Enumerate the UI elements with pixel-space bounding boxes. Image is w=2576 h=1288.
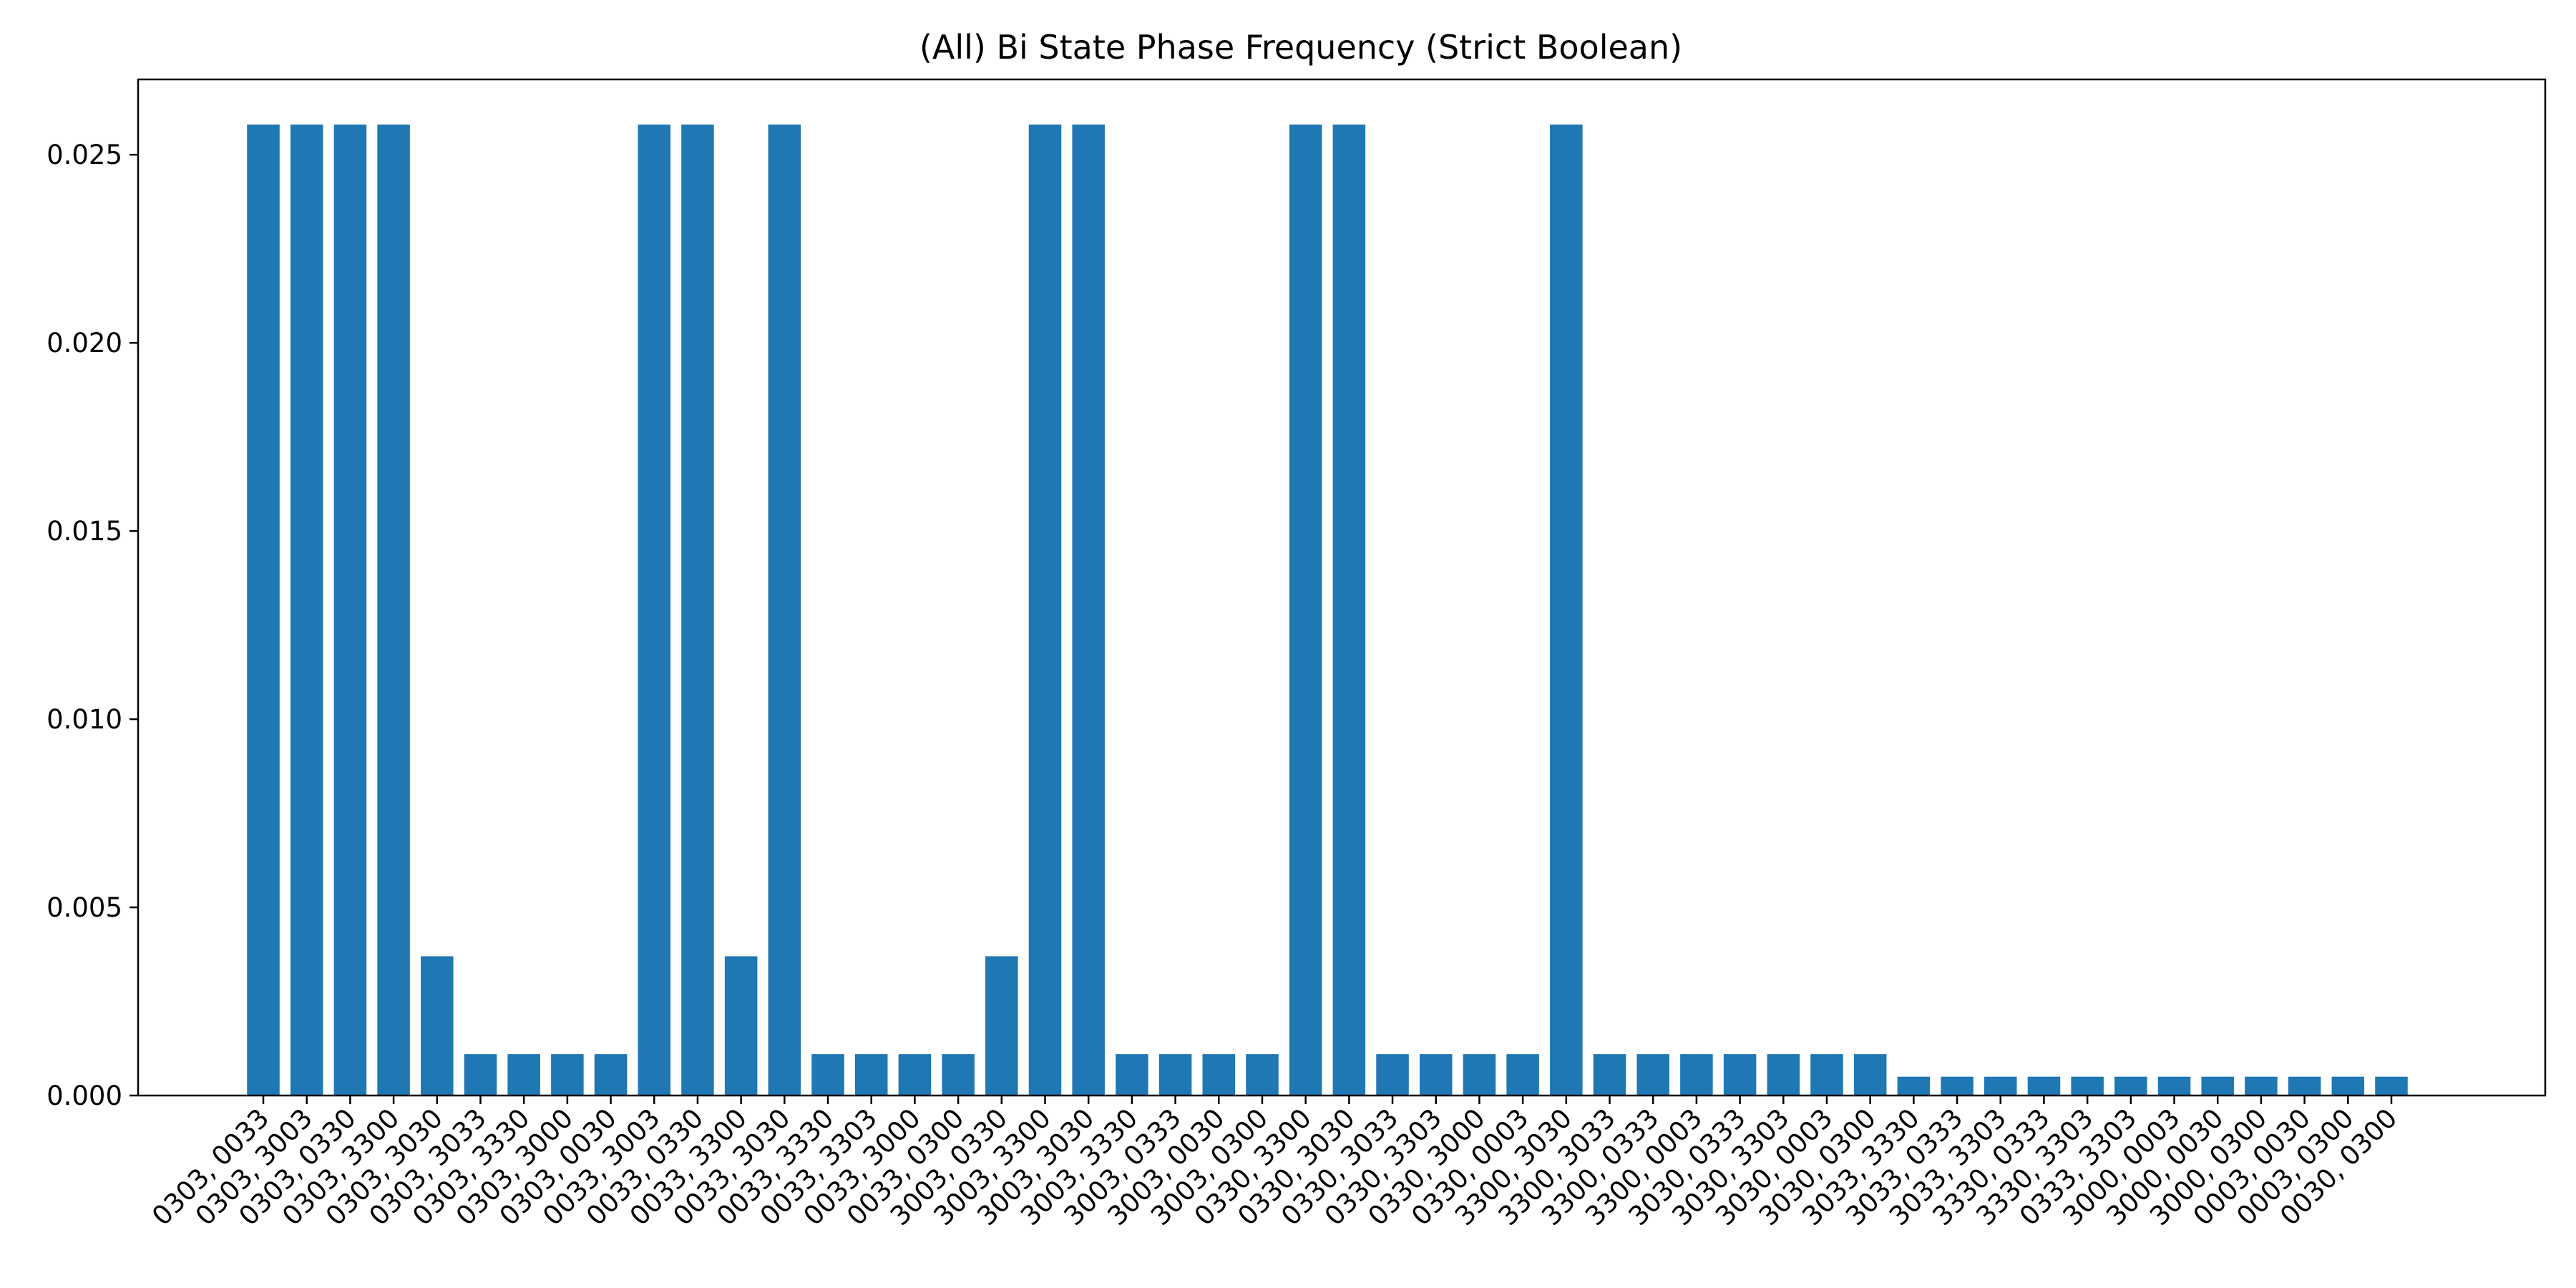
- bar-42: [2071, 1076, 2104, 1096]
- plot-frame: [137, 78, 2547, 1097]
- y-tick-label-2: 0.010: [47, 704, 122, 735]
- bar-12: [768, 125, 801, 1096]
- bar-14: [854, 1054, 888, 1096]
- bar-9: [638, 125, 670, 1096]
- bar-37: [1853, 1054, 1887, 1096]
- bar-19: [1072, 125, 1105, 1096]
- bar-45: [2201, 1076, 2234, 1096]
- bar-41: [2027, 1076, 2061, 1096]
- bar-1: [290, 125, 323, 1096]
- bar-20: [1116, 1054, 1148, 1096]
- bar-44: [2157, 1076, 2191, 1096]
- bar-46: [2245, 1076, 2278, 1096]
- bar-47: [2288, 1076, 2321, 1096]
- bar-33: [1680, 1054, 1713, 1096]
- bar-48: [2331, 1076, 2365, 1096]
- bar-39: [1941, 1076, 1974, 1096]
- bar-30: [1550, 125, 1583, 1096]
- bars-group: [247, 125, 2408, 1096]
- bar-29: [1506, 1054, 1539, 1096]
- bar-24: [1289, 125, 1322, 1096]
- y-tick-label-3: 0.015: [47, 516, 122, 547]
- bar-6: [507, 1054, 540, 1096]
- bar-26: [1376, 1054, 1409, 1096]
- y-tick-label-0: 0.000: [47, 1080, 122, 1111]
- bar-35: [1767, 1054, 1800, 1096]
- bar-32: [1636, 1054, 1669, 1096]
- y-tick-label-1: 0.005: [47, 892, 122, 923]
- bar-27: [1419, 1054, 1453, 1096]
- y-tick-label-5: 0.025: [47, 140, 122, 170]
- bar-16: [942, 1054, 975, 1096]
- bar-11: [724, 956, 758, 1096]
- bar-49: [2375, 1076, 2408, 1096]
- bar-23: [1246, 1054, 1279, 1096]
- bar-8: [594, 1054, 628, 1096]
- bar-17: [985, 956, 1018, 1096]
- bar-40: [1984, 1076, 2017, 1096]
- bar-34: [1723, 1054, 1757, 1096]
- bar-2: [333, 125, 367, 1096]
- bar-15: [898, 1054, 932, 1096]
- bar-21: [1158, 1054, 1192, 1096]
- bar-4: [421, 956, 454, 1096]
- bar-0: [247, 125, 280, 1096]
- bar-43: [2114, 1076, 2147, 1096]
- bar-13: [811, 1054, 844, 1096]
- bar-7: [551, 1054, 584, 1096]
- bar-25: [1332, 125, 1366, 1096]
- y-axis: 0.000 0.005 0.010 0.015 0.020 0.025: [47, 140, 138, 1111]
- bar-38: [1897, 1076, 1931, 1096]
- y-tick-label-4: 0.020: [47, 328, 122, 358]
- bar-22: [1202, 1054, 1236, 1096]
- bar-31: [1593, 1054, 1626, 1096]
- bar-10: [681, 125, 714, 1096]
- bar-36: [1810, 1054, 1843, 1096]
- bar-18: [1028, 125, 1062, 1096]
- bar-5: [464, 1054, 497, 1096]
- bar-28: [1463, 1054, 1496, 1096]
- bar-3: [377, 125, 410, 1096]
- chart-title: (All) Bi State Phase Frequency (Strict B…: [919, 28, 1682, 67]
